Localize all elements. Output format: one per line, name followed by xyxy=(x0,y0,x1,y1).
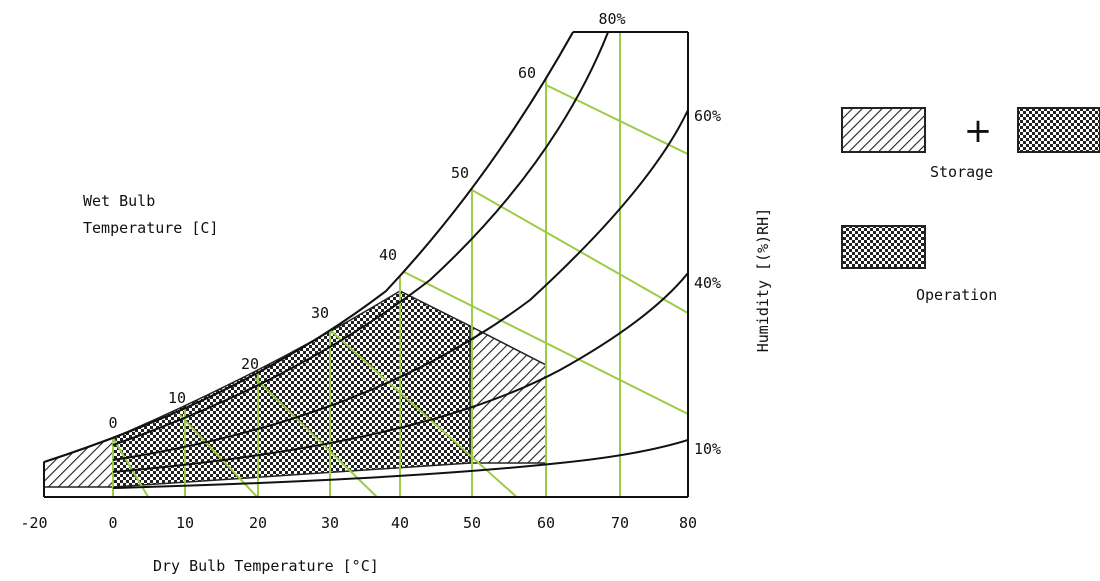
wet-bulb-tick-label: 60 xyxy=(518,64,536,82)
rh-label: 40% xyxy=(694,274,721,292)
wet-bulb-title-line1: Wet Bulb xyxy=(83,192,155,210)
wet-bulb-gridline xyxy=(254,377,381,497)
rh-60-curve xyxy=(112,109,688,461)
wet-bulb-gridline xyxy=(545,84,688,161)
x-tick-label: 50 xyxy=(463,514,481,532)
storage-hatch-swatch xyxy=(841,107,926,153)
wet-bulb-tick-label: 30 xyxy=(311,304,329,322)
wet-bulb-tick-label: 50 xyxy=(451,164,469,182)
rh-40-curve xyxy=(112,272,688,473)
chart-frame xyxy=(43,31,689,498)
operation-swatch xyxy=(841,225,926,269)
wet-bulb-gridline xyxy=(471,189,688,321)
wet-bulb-gridline xyxy=(112,437,151,497)
x-tick-labels: -20 0 10 20 30 40 50 60 70 80 xyxy=(20,514,697,532)
wet-bulb-tick-label: 40 xyxy=(379,246,397,264)
saturation-curve-outline xyxy=(43,31,574,463)
wet-bulb-title-line2: Temperature [C] xyxy=(83,219,218,237)
wet-bulb-gridline xyxy=(329,329,521,497)
x-tick-label: 60 xyxy=(537,514,555,532)
rh-80-curve xyxy=(112,32,613,446)
x-tick-label: 10 xyxy=(176,514,194,532)
legend-plus: + xyxy=(964,111,993,151)
legend: + Storage Operation xyxy=(841,107,1100,304)
x-tick-label: 80 xyxy=(679,514,697,532)
wet-bulb-tick-label: 20 xyxy=(241,355,259,373)
rh-label: 10% xyxy=(694,440,721,458)
storage-label: Storage xyxy=(930,163,993,181)
x-tick-label: 30 xyxy=(321,514,339,532)
x-tick-label: 0 xyxy=(108,514,117,532)
wet-bulb-tick-labels: 0 10 20 30 40 50 60 xyxy=(108,64,536,432)
storage-checker-swatch xyxy=(1017,107,1100,153)
operation-label: Operation xyxy=(916,286,997,304)
rh-labels: 80% 60% 40% 10% xyxy=(598,10,721,458)
x-tick-label: 20 xyxy=(249,514,267,532)
x-tick-label: 70 xyxy=(611,514,629,532)
x-tick-label: 40 xyxy=(391,514,409,532)
wet-bulb-tick-label: 10 xyxy=(168,389,186,407)
rh-10-curve xyxy=(112,439,688,489)
wet-bulb-gridline xyxy=(179,414,261,497)
wet-bulb-tick-label: 0 xyxy=(108,414,117,432)
rh-label: 80% xyxy=(598,10,625,28)
humidity-title: Humidity [(%)RH] xyxy=(754,208,772,353)
operation-region xyxy=(112,290,471,488)
rh-label: 60% xyxy=(694,107,721,125)
dry-bulb-title: Dry Bulb Temperature [°C] xyxy=(153,557,379,575)
x-tick-label: -20 xyxy=(20,514,47,532)
wet-bulb-gridline xyxy=(399,269,688,421)
